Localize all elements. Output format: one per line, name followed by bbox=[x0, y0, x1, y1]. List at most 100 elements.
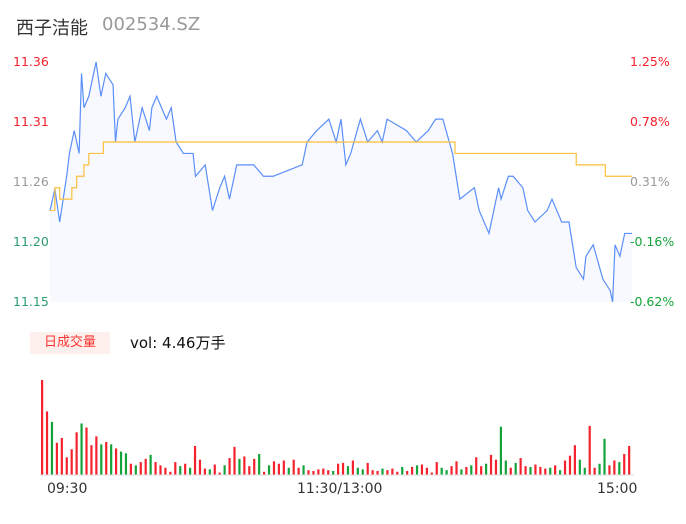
volume-bar bbox=[272, 461, 276, 475]
volume-bar bbox=[445, 470, 448, 475]
stock-name: 西子洁能 bbox=[16, 18, 88, 39]
volume-bar bbox=[509, 467, 512, 475]
volume-bar bbox=[41, 380, 44, 475]
volume-bar bbox=[282, 460, 285, 475]
volume-bar bbox=[603, 438, 606, 475]
volume-bar bbox=[203, 468, 206, 475]
volume-bar bbox=[613, 460, 616, 475]
volume-bar bbox=[420, 464, 424, 475]
volume-bar bbox=[149, 454, 152, 475]
volume-bar bbox=[60, 437, 63, 475]
daily-volume-badge[interactable]: 日成交量 bbox=[30, 332, 110, 354]
volume-bar bbox=[381, 468, 384, 475]
volume-bar bbox=[134, 465, 137, 475]
volume-bar bbox=[475, 457, 478, 475]
volume-bar bbox=[534, 464, 537, 475]
volume-bar bbox=[470, 465, 473, 475]
volume-bar bbox=[524, 466, 527, 475]
volume-bar bbox=[396, 471, 399, 475]
volume-bar bbox=[124, 453, 128, 475]
volume-bar bbox=[337, 463, 340, 475]
volume-bar bbox=[563, 460, 567, 475]
volume-bar bbox=[85, 427, 88, 475]
volume-bar bbox=[80, 423, 83, 475]
volume-bar bbox=[154, 462, 157, 475]
volume-bar bbox=[623, 454, 626, 475]
volume-bar bbox=[341, 462, 345, 475]
y-tick-left: 11.26 bbox=[13, 174, 49, 189]
volume-bar bbox=[361, 469, 364, 475]
volume-bar bbox=[391, 468, 394, 475]
volume-bar bbox=[559, 470, 562, 475]
volume-bar bbox=[307, 470, 310, 475]
volume-bar bbox=[119, 451, 123, 475]
volume-bar bbox=[50, 421, 54, 475]
volume-bar bbox=[618, 462, 621, 475]
volume-bar bbox=[598, 463, 601, 475]
volume-bar bbox=[480, 466, 483, 475]
volume-bar bbox=[499, 426, 502, 475]
volume-bar bbox=[297, 467, 300, 475]
volume-bar bbox=[317, 469, 320, 475]
volume-bar bbox=[248, 466, 251, 475]
volume-bar bbox=[554, 465, 557, 475]
volume-bar bbox=[198, 459, 202, 475]
volume-readout: vol: 4.46万手 bbox=[130, 334, 226, 352]
volume-bar bbox=[253, 458, 256, 475]
y-tick-right: -0.16% bbox=[630, 234, 675, 249]
volume-bar bbox=[485, 463, 488, 475]
volume-bar bbox=[263, 471, 266, 475]
y-tick-right: 0.78% bbox=[630, 114, 670, 129]
volume-bar bbox=[455, 461, 458, 475]
volume-bar bbox=[376, 470, 379, 475]
volume-bar bbox=[406, 470, 409, 475]
volume-bar bbox=[628, 446, 631, 475]
volume-bar bbox=[139, 462, 142, 475]
volume-bar bbox=[504, 460, 507, 475]
volume-bar bbox=[435, 462, 438, 475]
volume-bar bbox=[366, 462, 369, 475]
volume-bar bbox=[174, 462, 177, 475]
volume-bar bbox=[228, 458, 231, 475]
volume-bar bbox=[55, 442, 58, 475]
price-area bbox=[50, 62, 632, 302]
volume-bar bbox=[322, 468, 325, 475]
avg-price-line bbox=[50, 141, 632, 212]
volume-bar bbox=[287, 467, 290, 475]
volume-bar bbox=[302, 465, 305, 475]
volume-bar bbox=[425, 467, 428, 475]
volume-bar bbox=[450, 466, 453, 475]
volume-bar bbox=[243, 456, 246, 475]
volume-bar bbox=[519, 458, 522, 475]
volume-bar bbox=[494, 459, 498, 475]
volume-bar bbox=[164, 467, 167, 475]
volume-bar bbox=[489, 454, 493, 475]
volume-bar bbox=[386, 470, 389, 475]
volume-bar bbox=[460, 469, 463, 475]
volume-bar bbox=[193, 446, 197, 475]
volume-bar bbox=[371, 470, 374, 475]
volume-bar bbox=[544, 468, 547, 475]
stock-code: 002534.SZ bbox=[102, 14, 201, 35]
volume-bar bbox=[583, 467, 586, 475]
y-tick-left: 11.15 bbox=[13, 294, 49, 309]
price-line bbox=[49, 61, 632, 303]
volume-bar bbox=[105, 441, 108, 475]
volume-bar bbox=[465, 466, 468, 475]
volume-bar bbox=[588, 425, 591, 475]
volume-bar bbox=[292, 459, 295, 475]
volume-bar bbox=[440, 467, 443, 475]
volume-bar bbox=[129, 463, 132, 475]
volume-bar bbox=[356, 467, 359, 475]
volume-bar bbox=[223, 465, 226, 475]
y-tick-left: 11.36 bbox=[13, 54, 49, 69]
volume-bar bbox=[277, 463, 280, 475]
volume-bar bbox=[184, 463, 187, 475]
volume-bar bbox=[208, 469, 211, 475]
y-tick-right: 1.25% bbox=[630, 54, 670, 69]
volume-bar bbox=[608, 465, 611, 475]
volume-bar bbox=[115, 448, 118, 475]
volume-bar bbox=[593, 467, 596, 475]
volume-bar bbox=[539, 466, 542, 475]
